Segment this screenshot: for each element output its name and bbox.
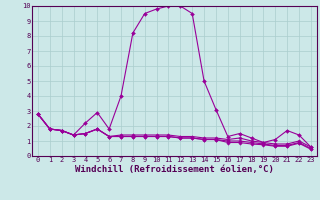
- X-axis label: Windchill (Refroidissement éolien,°C): Windchill (Refroidissement éolien,°C): [75, 165, 274, 174]
